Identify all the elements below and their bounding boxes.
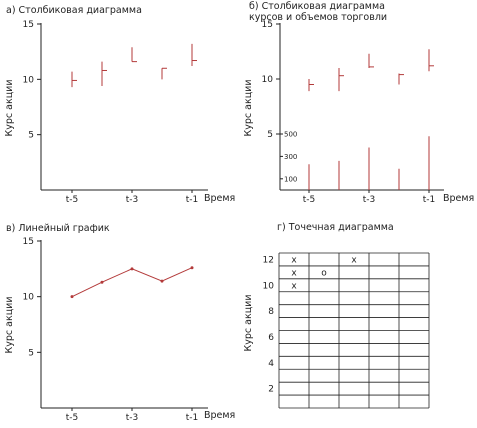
panel-d-ytick-label: 8 — [268, 307, 274, 317]
panel-a-xlabel: Время — [204, 193, 235, 204]
panel-c-ylabel: Курс акции — [4, 296, 15, 353]
panel-b-title-line2: курсов и объемов торговли — [249, 12, 387, 23]
panel-a-xtick-label: t-5 — [66, 195, 79, 205]
panel-b-xtick-label: t-5 — [303, 195, 316, 205]
panel-c-title: в) Линейный график — [6, 223, 110, 234]
panel-c-xtick-label: t-5 — [66, 413, 79, 423]
panel-d-ylabel: Курс акции — [243, 294, 254, 351]
panel-a-ytick-label: 5 — [28, 131, 34, 141]
panel-a-ytick-label: 15 — [23, 20, 34, 30]
panel-d-ytick-label: 2 — [268, 385, 274, 395]
panel-c-xtick-label: t-3 — [126, 413, 139, 423]
pf-mark-x: x — [291, 268, 297, 278]
panel-d-ytick-label: 10 — [263, 281, 275, 291]
series-point — [100, 280, 104, 284]
panel-a-ytick-label: 10 — [23, 75, 35, 85]
panel-d-ytick-label: 4 — [268, 359, 274, 369]
panel-b-volume-tick-label: 100 — [284, 175, 297, 183]
panel-c: в) Линейный график Курс акции Время 5 10 1… — [4, 223, 235, 423]
pf-mark-x: x — [291, 281, 297, 291]
panel-b-xtick-label: t-3 — [363, 195, 376, 205]
panel-c-ytick-label: 10 — [23, 293, 35, 303]
panel-b-title: б) Столбиковая диаграмма — [249, 1, 385, 12]
panel-b-xtick-label: t-1 — [423, 195, 436, 205]
panel-c-xtick-label: t-1 — [186, 413, 199, 423]
panel-a-xtick-label: t-3 — [126, 195, 139, 205]
panel-b: б) Столбиковая диаграмма курсов и объемо… — [243, 1, 474, 205]
panel-d-title: г) Точечная диаграмма — [277, 222, 394, 233]
panel-a-ylabel: Курс акции — [4, 79, 15, 136]
panel-b-volume-tick-label: 500 — [284, 131, 297, 139]
panel-b-ytick-label: 15 — [262, 20, 273, 30]
series-point — [70, 295, 74, 299]
series-point — [190, 266, 194, 270]
panel-b-ylabel: Курс акции — [243, 79, 254, 136]
panel-a: а) Столбиковая диаграмма Курс акции Врем… — [4, 5, 235, 205]
pf-mark-x: x — [291, 255, 297, 265]
panel-b-plot: 5 10 15 100 300 500 t-5 t-3 t-1 — [262, 20, 444, 205]
panel-c-plot: 5 10 15 t-5 t-3 t-1 — [23, 237, 208, 423]
series-line — [71, 267, 193, 298]
panel-c-xlabel: Время — [204, 410, 235, 421]
panel-b-volume-tick-label: 300 — [284, 153, 297, 161]
panel-c-ytick-label: 15 — [23, 237, 34, 247]
pf-mark-x: x — [351, 255, 357, 265]
panel-d-ytick-label: 12 — [263, 255, 274, 265]
panel-b-ytick-label: 5 — [267, 130, 273, 140]
panel-d-ytick-label: 6 — [268, 333, 274, 343]
series-point — [130, 267, 134, 271]
panel-d: г) Точечная диаграмма Курс акции 2 4 6 8 10 1… — [243, 222, 430, 409]
panel-a-title: а) Столбиковая диаграмма — [6, 5, 142, 16]
series-point — [160, 279, 164, 283]
panel-b-xlabel: Время — [443, 193, 474, 204]
panel-b-ytick-label: 10 — [262, 75, 274, 85]
panel-a-plot: 5 10 15 t-5 t-3 t-1 — [23, 20, 208, 205]
panel-a-xtick-label: t-1 — [186, 195, 199, 205]
panel-c-ytick-label: 5 — [28, 348, 34, 358]
pf-mark-o: o — [321, 268, 327, 278]
